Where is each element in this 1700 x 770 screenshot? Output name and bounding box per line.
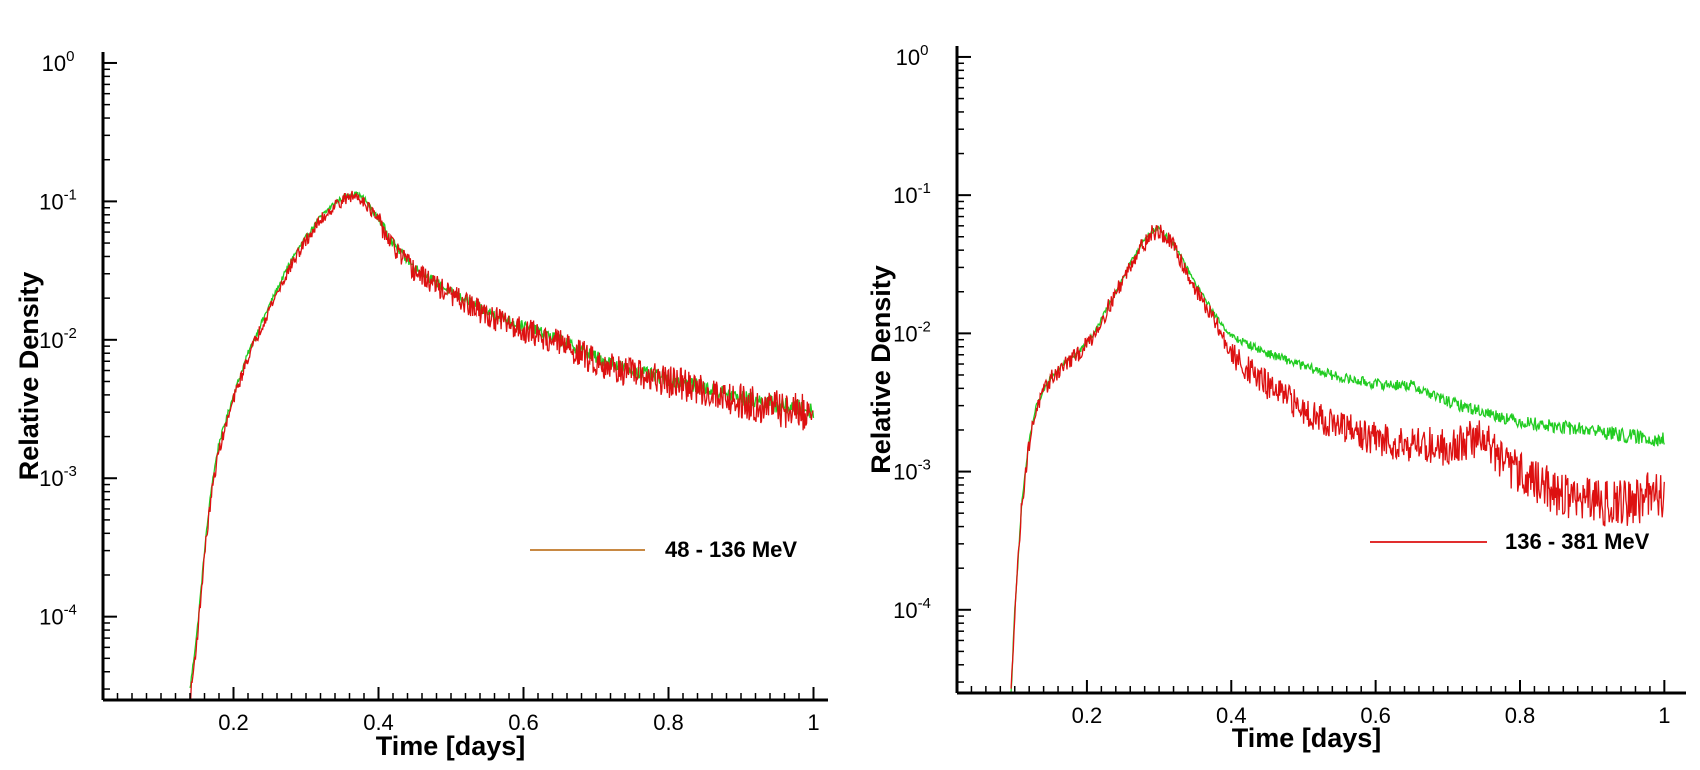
series-line-1	[1010, 224, 1665, 689]
x-tick-label: 0.6	[508, 710, 539, 735]
x-tick-label: 0.4	[1216, 703, 1247, 728]
x-tick-label: 0.8	[1505, 703, 1536, 728]
y-axis-label: Relative Density	[866, 265, 896, 474]
legend-label: 48 - 136 MeV	[665, 537, 797, 562]
y-tick-label: 10-1	[893, 180, 931, 208]
x-tick-label: 0.6	[1360, 703, 1391, 728]
x-axis-label: Time [days]	[376, 731, 526, 761]
y-tick-label: 10-1	[39, 186, 77, 214]
x-tick-label: 0.2	[1072, 703, 1103, 728]
chart-panel-left: 0.2 0.4 0.6 0.8 1 100 10-1 10-2 10-3 10-4 Time [da…	[14, 48, 828, 761]
x-tick-label: 0.8	[653, 710, 684, 735]
series-line-1	[189, 190, 814, 701]
x-tick-label: 0.2	[218, 710, 249, 735]
series-line-0	[189, 191, 815, 689]
x-tick-label: 1	[1658, 703, 1670, 728]
x-axis-label: Time [days]	[1232, 723, 1382, 753]
x-tick-label: 0.4	[363, 710, 394, 735]
chart-panel-right: 0.2 0.4 0.6 0.8 1 100 10-1 10-2 10-3 10-4 Time [da…	[866, 42, 1686, 753]
series-line-0	[1010, 225, 1665, 692]
y-axis-label: Relative Density	[14, 272, 44, 481]
y-tick-label: 10-3	[893, 457, 931, 485]
legend-label: 136 - 381 MeV	[1505, 529, 1650, 554]
y-tick-label: 10-2	[39, 325, 77, 353]
y-tick-label: 10-2	[893, 318, 931, 346]
y-tick-label: 100	[42, 48, 75, 76]
y-tick-label: 10-3	[39, 463, 77, 491]
y-tick-label: 100	[896, 42, 929, 70]
y-tick-label: 10-4	[39, 602, 77, 630]
x-tick-label: 1	[807, 710, 819, 735]
y-tick-label: 10-4	[893, 595, 931, 623]
